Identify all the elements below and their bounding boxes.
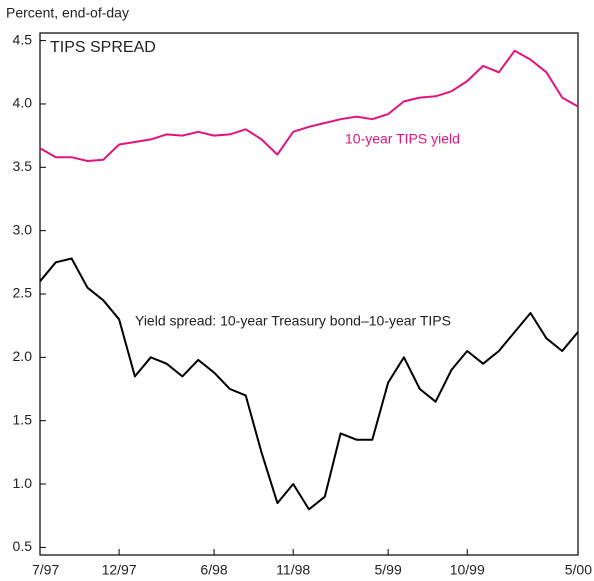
y-tick-label: 1.0 [13, 475, 33, 491]
series-label: 10-year TIPS yield [345, 131, 460, 147]
series-line [39, 257, 579, 511]
y-tick-label: 1.5 [13, 411, 33, 427]
x-tick-label: 11/98 [276, 562, 310, 578]
y-tick-label: 3.5 [13, 158, 33, 174]
series-line [39, 49, 579, 162]
y-tick-label: 4.0 [13, 95, 33, 111]
x-tick-label: 7/97 [32, 562, 59, 578]
y-tick-label: 0.5 [13, 538, 33, 554]
x-tick-label: 10/99 [450, 562, 485, 578]
plot-frame [39, 32, 579, 556]
y-axis-label: Percent, end-of-day [6, 5, 129, 21]
x-tick-label: 5/00 [565, 562, 592, 578]
y-tick-label: 2.0 [13, 348, 33, 364]
x-tick-label: 5/99 [374, 562, 401, 578]
y-tick-label: 3.0 [13, 221, 33, 237]
x-tick-label: 6/98 [200, 562, 227, 578]
y-tick-label: 2.5 [13, 285, 33, 301]
y-tick-label: 4.5 [13, 31, 33, 47]
x-tick-label: 12/97 [102, 562, 137, 578]
chart-title: TIPS SPREAD [50, 39, 156, 56]
series-label: Yield spread: 10-year Treasury bond–10-y… [135, 313, 451, 329]
